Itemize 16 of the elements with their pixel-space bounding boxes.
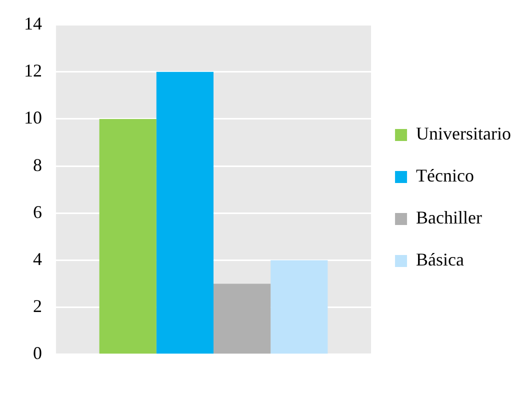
legend-label: Técnico	[416, 166, 474, 186]
y-tick-label: 0	[33, 343, 42, 364]
bar	[214, 284, 271, 354]
y-tick-label: 4	[33, 248, 42, 269]
legend-label: Bachiller	[416, 208, 482, 228]
y-tick-label: 12	[24, 60, 42, 81]
legend-label: Básica	[416, 250, 464, 270]
bar	[270, 260, 328, 354]
y-tick-label: 8	[33, 154, 42, 175]
y-tick-label: 10	[24, 108, 42, 128]
legend-label: Universitario	[416, 124, 512, 144]
y-tick-label: 2	[33, 296, 42, 316]
bar	[156, 72, 214, 354]
y-tick-label: 6	[33, 202, 42, 222]
bar	[99, 118, 156, 354]
y-tick-label: 14	[24, 14, 42, 34]
